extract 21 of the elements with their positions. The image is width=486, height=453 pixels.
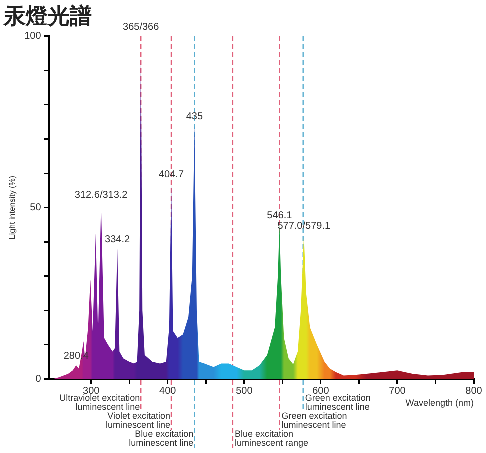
ref-line-label: Violet excitation luminescent line (106, 411, 170, 430)
annotation: 334.2 (105, 234, 130, 246)
ref-line-label: Blue excitation luminescent range (234, 429, 308, 448)
y-tick-label: 50 (30, 202, 42, 214)
annotation: 577.0/579.1 (278, 220, 331, 232)
y-tick-label: 100 (24, 31, 42, 42)
annotation: 546.1 (267, 210, 293, 222)
ref-line-label: Blue excitation luminescent line (129, 429, 194, 448)
x-axis-title: Wavelength (nm) (406, 398, 474, 408)
x-tick-label: 800 (466, 386, 483, 397)
y-axis-title: Light intensity (%) (8, 176, 18, 240)
annotation: 365/366 (123, 22, 160, 34)
annotation: 435 (186, 111, 204, 122)
x-tick-label: 700 (389, 386, 406, 397)
ref-line-label: Green excitation luminescent line (282, 411, 348, 430)
y-tick-label: 0 (36, 374, 42, 385)
chart-title: 汞燈光譜 (3, 3, 92, 28)
x-tick-label: 500 (236, 386, 254, 397)
annotation: 312.6/313.2 (74, 190, 128, 202)
x-tick-label: 400 (160, 386, 177, 397)
ref-line-label: Ultraviolet excitation luminescent line (60, 393, 140, 412)
